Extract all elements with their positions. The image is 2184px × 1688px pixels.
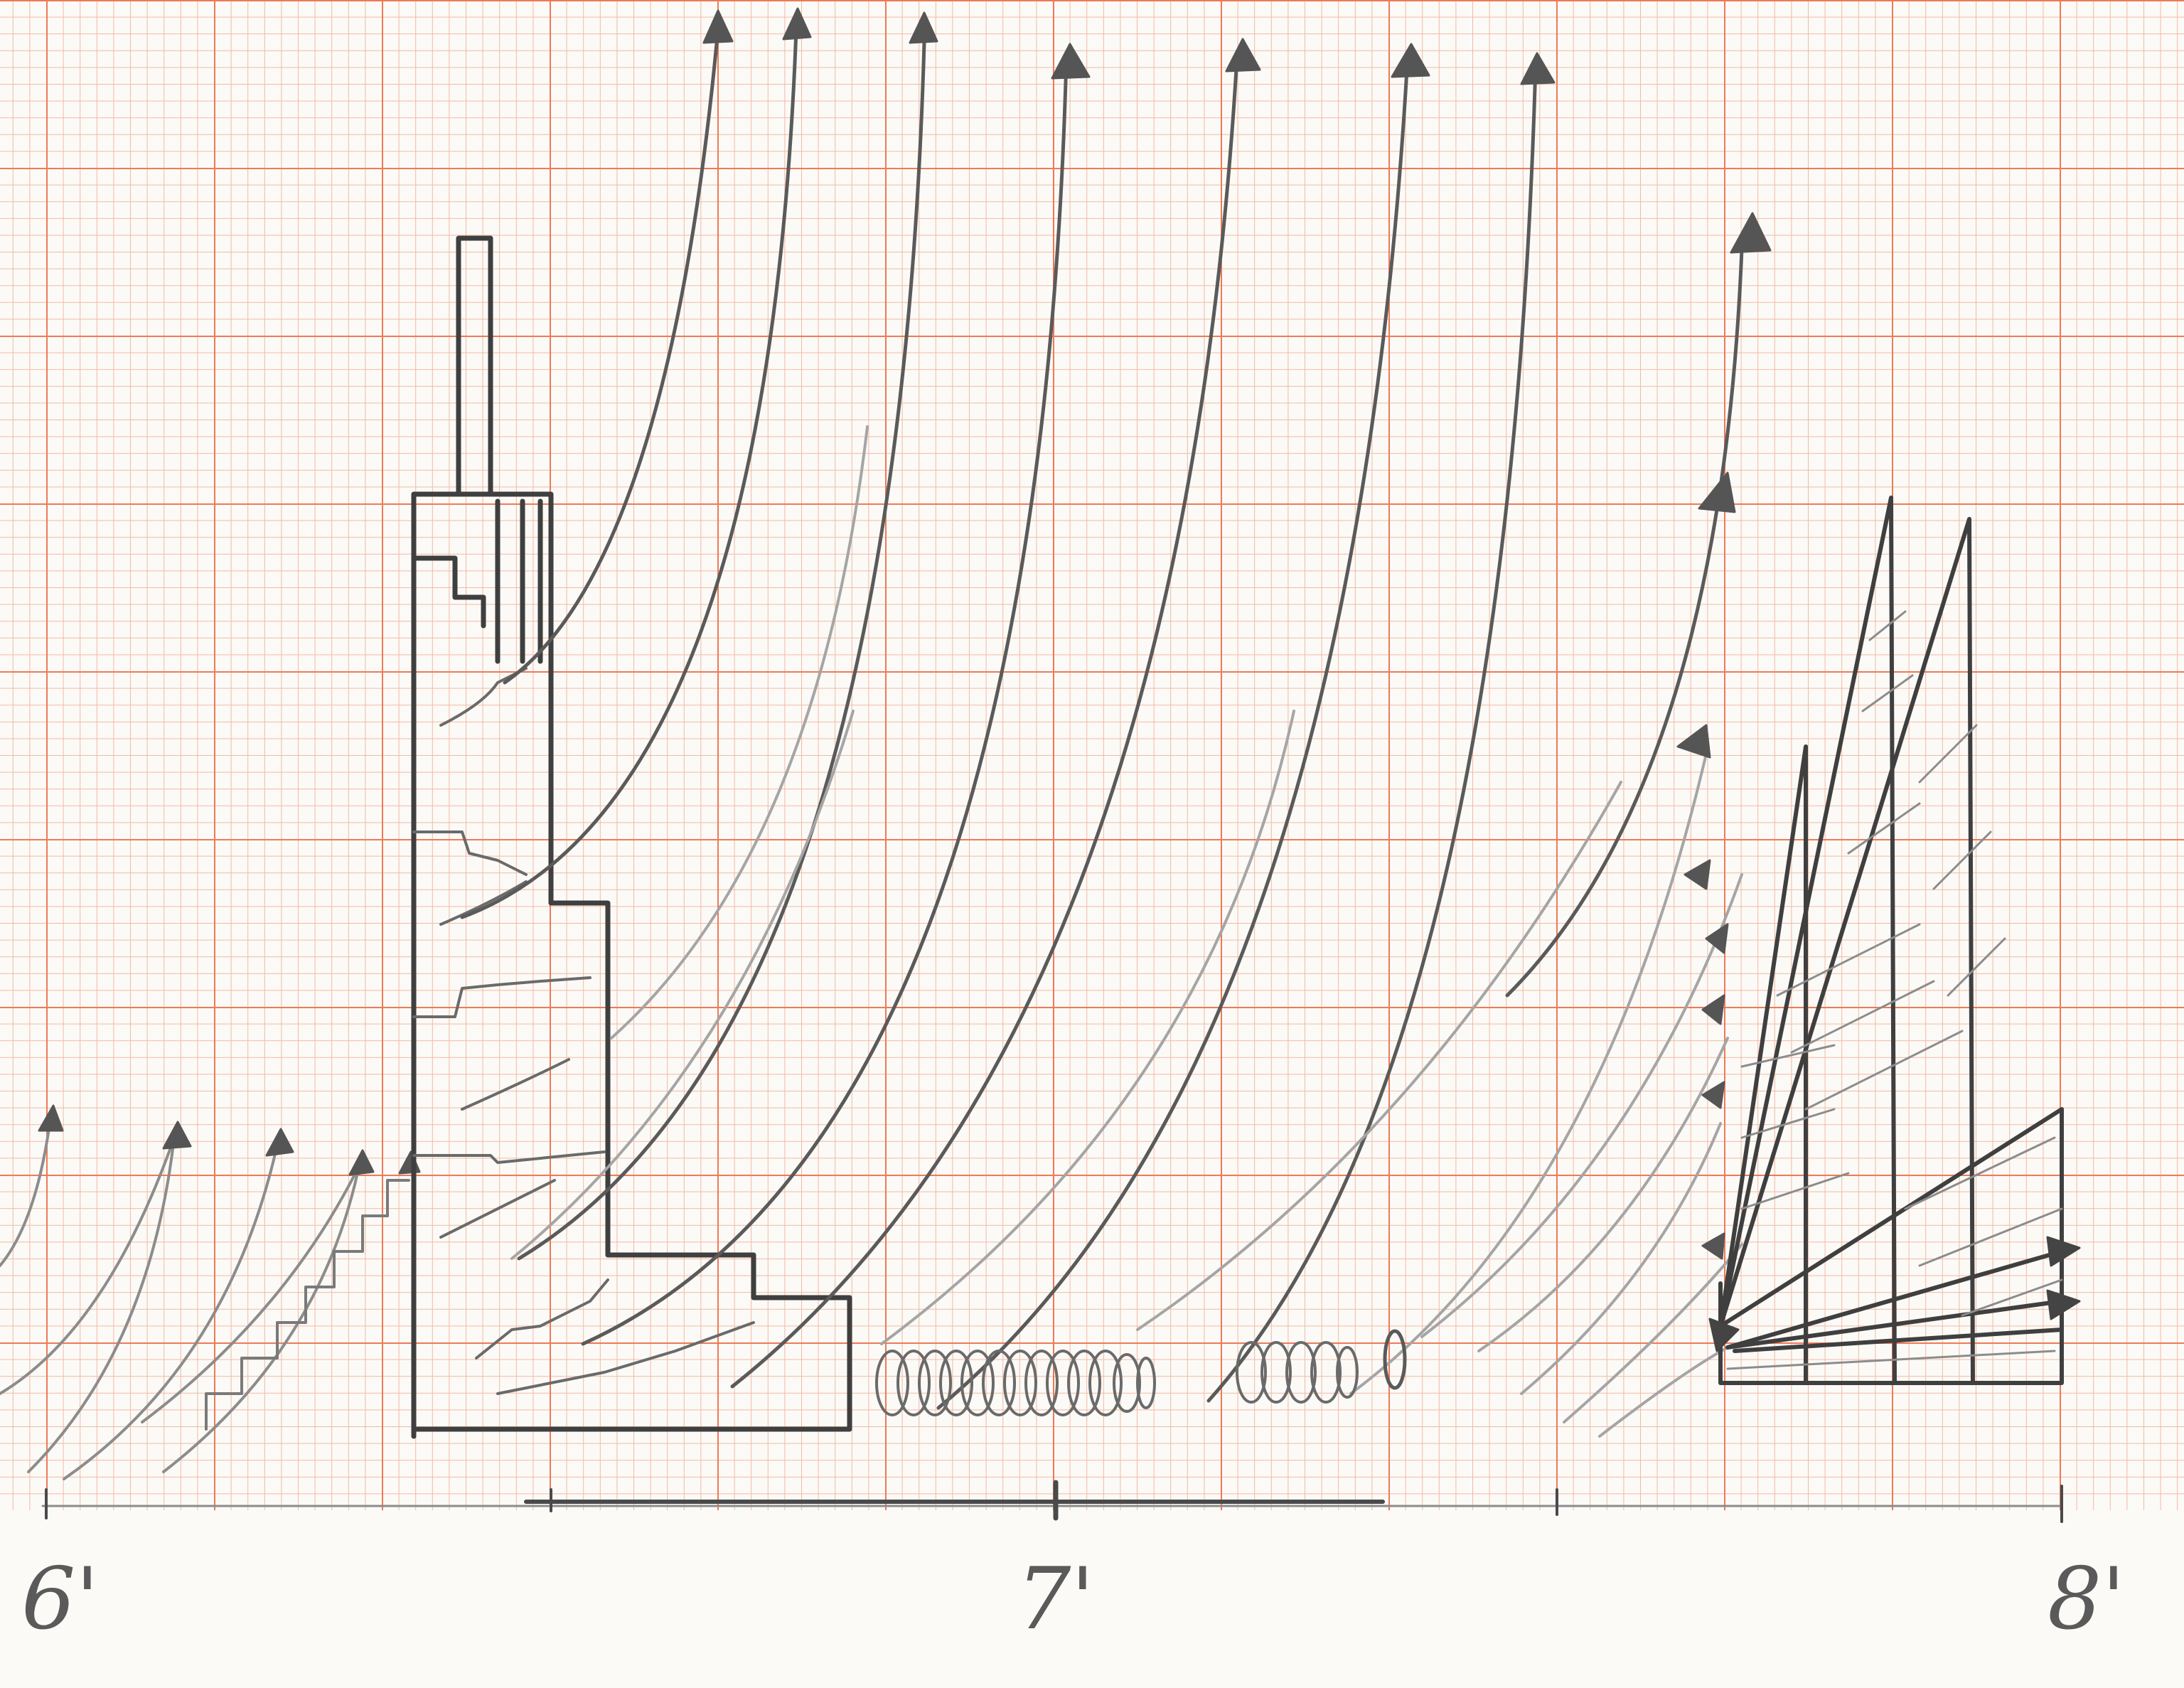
arrowhead-icon bbox=[265, 1128, 294, 1157]
arrowhead-icon bbox=[1705, 923, 1729, 954]
arrowhead-icon bbox=[2046, 1236, 2081, 1267]
tower-inner-strata bbox=[412, 667, 755, 1395]
arrowhead-icon bbox=[1225, 38, 1261, 73]
arrowhead-icon bbox=[38, 1104, 64, 1132]
arrowhead-icon bbox=[1708, 1318, 1740, 1352]
small-staircase bbox=[205, 1179, 410, 1431]
scale-label-6ft: 6' bbox=[21, 1550, 99, 1649]
spike-arrowheads bbox=[1708, 1236, 2081, 1352]
arrowhead-icon bbox=[1391, 43, 1430, 78]
scale-ruler bbox=[41, 1480, 2063, 1523]
arrowhead-icon bbox=[1701, 994, 1725, 1025]
arrowhead-icon bbox=[1684, 859, 1711, 890]
pencil-sketch bbox=[0, 7, 2081, 1480]
light-curve-arrows bbox=[510, 425, 1743, 1438]
spike-hatching bbox=[1726, 610, 2063, 1370]
arrowhead-icon bbox=[2046, 1289, 2081, 1320]
small-arrowheads bbox=[38, 1104, 421, 1176]
scale-label-8ft: 8' bbox=[2048, 1550, 2125, 1649]
coil-icon bbox=[875, 1350, 1156, 1416]
arrowhead-icon bbox=[782, 7, 812, 41]
arrowhead-icon bbox=[162, 1121, 192, 1150]
arrowhead-icon bbox=[1698, 471, 1736, 513]
coil-icon bbox=[1383, 1329, 1407, 1390]
major-grid bbox=[0, 0, 2184, 1510]
arrowhead-icon bbox=[1730, 212, 1772, 254]
arrowhead-icon bbox=[1701, 1232, 1725, 1260]
arrowhead-icon bbox=[1051, 43, 1091, 80]
arrowhead-icon bbox=[909, 11, 938, 44]
coil-icon bbox=[1236, 1341, 1359, 1404]
arrowhead-icon bbox=[348, 1149, 375, 1176]
large-arrowheads bbox=[702, 7, 1772, 1260]
arrowhead-icon bbox=[1520, 52, 1556, 85]
arrowhead-icon bbox=[1701, 1081, 1725, 1109]
tower-outline bbox=[411, 235, 852, 1439]
arrowhead-icon bbox=[702, 9, 734, 44]
small-curve-arrows bbox=[0, 1122, 360, 1480]
scale-label-7ft: 7' bbox=[1017, 1550, 1094, 1649]
arrowhead-icon bbox=[1676, 724, 1711, 759]
